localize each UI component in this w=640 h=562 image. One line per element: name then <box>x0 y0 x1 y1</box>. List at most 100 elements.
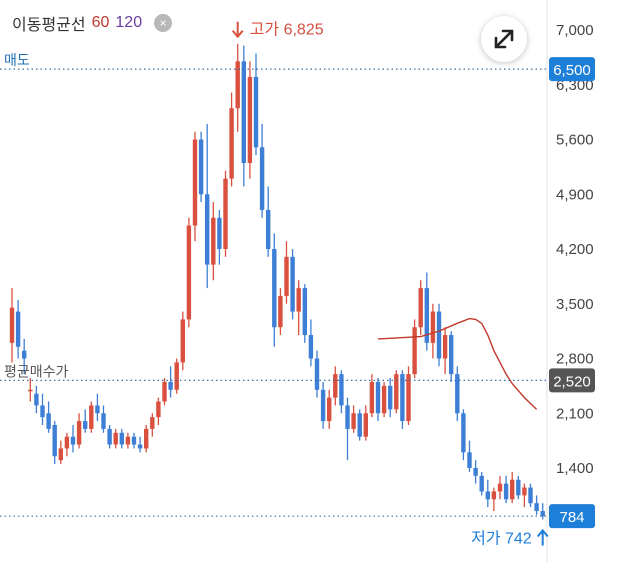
candle-body <box>467 452 472 468</box>
candle-body <box>15 311 21 347</box>
y-tick-label: 4,900 <box>556 186 594 203</box>
candle-body <box>418 288 423 328</box>
candle-body <box>137 444 143 449</box>
candle-body <box>406 374 411 422</box>
candle-body <box>491 491 497 500</box>
candle-body <box>162 381 167 402</box>
y-tick-label: 2,100 <box>556 405 594 422</box>
candle-body <box>528 487 533 504</box>
candle-body <box>125 436 131 445</box>
candle-body <box>150 417 155 429</box>
candle-body <box>64 436 70 449</box>
candle-body <box>345 405 350 429</box>
candle-body <box>436 311 442 359</box>
candle-body <box>284 256 289 296</box>
candle-body <box>442 335 448 359</box>
candle-body <box>278 295 283 328</box>
candle-body <box>388 385 393 410</box>
candle-body <box>339 374 344 406</box>
candle-body <box>455 374 460 414</box>
candle-body <box>540 511 545 517</box>
legend-ma-short[interactable]: 60 <box>91 14 110 31</box>
y-tick-label: 4,200 <box>556 241 594 258</box>
candle-body <box>516 479 521 496</box>
moving-average-line <box>377 317 538 410</box>
candle-body <box>76 421 82 445</box>
candle-body <box>247 76 253 163</box>
moving-average-legend: 이동평균선 60 120 × <box>12 11 173 35</box>
expand-button[interactable] <box>481 16 527 62</box>
avg-price-price-tag <box>549 368 595 393</box>
candle-body <box>131 436 137 445</box>
candle-body <box>351 413 356 429</box>
candle-body <box>192 139 198 226</box>
candle-body <box>381 385 387 414</box>
candle-body <box>424 288 429 343</box>
candle-body <box>58 448 63 461</box>
close-icon[interactable]: × <box>154 14 173 32</box>
candle-body <box>320 389 326 422</box>
candle-body <box>314 358 320 390</box>
candle-body <box>113 432 118 445</box>
candle-body <box>211 217 216 265</box>
candle-body <box>400 374 405 422</box>
candle-body <box>302 288 307 336</box>
y-tick-label: 2,800 <box>556 351 594 368</box>
candle-body <box>308 335 314 359</box>
candle-body <box>503 483 509 500</box>
candle-body <box>357 413 362 437</box>
y-tick-label: 7,000 <box>556 22 594 39</box>
candle-body <box>119 432 124 445</box>
candle-body <box>473 468 478 476</box>
candle-body <box>327 397 332 422</box>
y-tick-label: 3,500 <box>556 296 594 313</box>
sell-price-tag <box>549 57 595 82</box>
legend-ma-long[interactable]: 120 <box>115 14 143 31</box>
candle-body <box>461 413 466 453</box>
low-price-label: 저가 742 <box>471 529 532 547</box>
candle-body <box>485 491 490 500</box>
candle-body <box>70 436 76 445</box>
sell-price-tag-text: 6,500 <box>553 62 591 79</box>
candle-body <box>229 108 234 179</box>
candle-body <box>449 335 454 375</box>
expand-arrows-icon <box>494 29 514 49</box>
candle-body <box>174 362 179 390</box>
candle-body <box>89 405 94 429</box>
candle-body <box>156 401 161 418</box>
candle-body <box>290 256 295 312</box>
candle-body <box>95 405 100 414</box>
candle-body <box>497 483 503 492</box>
candle-body <box>46 413 51 429</box>
avg-price-label: 평균매수가 <box>4 363 69 379</box>
candle-body <box>144 428 149 449</box>
candle-body <box>168 381 173 390</box>
candle-body <box>34 393 39 406</box>
candle-body <box>223 178 228 249</box>
candle-body <box>534 503 539 512</box>
candle-body <box>253 76 259 148</box>
legend-title: 이동평균선 <box>12 17 86 34</box>
candle-body <box>479 475 484 492</box>
candle-body <box>510 479 515 500</box>
candle-body <box>296 288 301 312</box>
candle-body <box>186 225 192 320</box>
candle-body <box>107 428 112 445</box>
low-arrow-icon <box>536 528 549 546</box>
candle-body <box>430 311 436 343</box>
candle-body <box>522 487 527 496</box>
candle-body <box>28 389 33 392</box>
candle-body <box>363 413 368 437</box>
high-arrow-icon <box>231 21 244 39</box>
current-price-price-tag-text: 784 <box>559 509 584 526</box>
candle-body <box>369 381 375 414</box>
candle-body <box>266 209 271 249</box>
candle-body <box>180 319 185 363</box>
candle-body <box>83 421 88 429</box>
sell-label: 매도 <box>4 52 30 68</box>
candle-body <box>217 217 222 249</box>
candle-body <box>375 381 381 414</box>
candle-body <box>241 61 246 163</box>
candle-body <box>22 350 27 359</box>
